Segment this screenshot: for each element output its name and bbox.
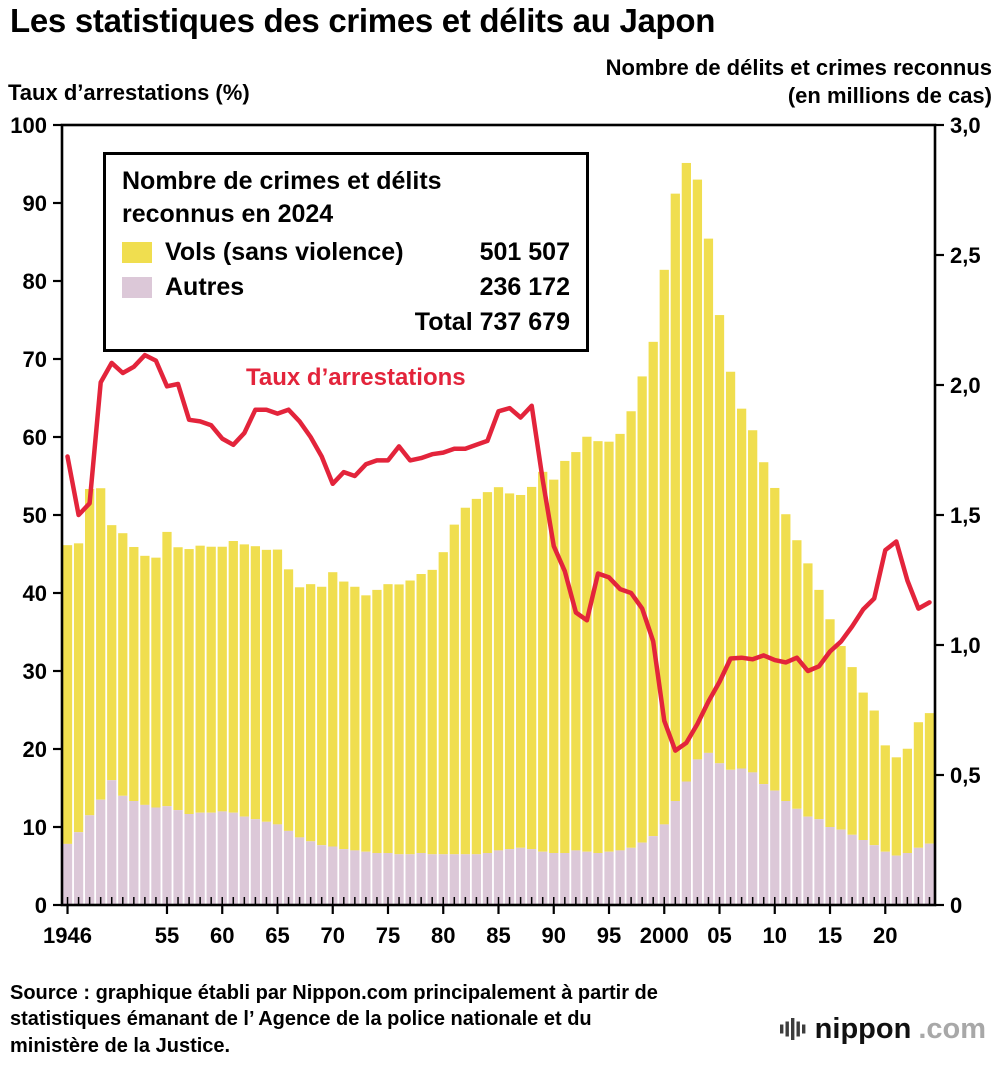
svg-text:60: 60 — [23, 425, 47, 450]
legend-label-vols: Vols (sans violence) — [165, 238, 404, 266]
legend-total-label: Total — [414, 308, 473, 336]
nippon-logo-bars-icon — [779, 1018, 806, 1040]
right-axis-title: Nombre de délits et crimes reconnus (en … — [606, 54, 992, 110]
source-line-1: Source : graphique établi par Nippon.com… — [10, 982, 658, 1004]
svg-text:90: 90 — [542, 923, 566, 948]
legend-title-line2: reconnus en 2024 — [122, 199, 334, 228]
svg-text:20: 20 — [23, 737, 47, 762]
svg-text:1946: 1946 — [43, 923, 92, 948]
nippon-logo: nippon .com — [778, 1014, 986, 1044]
svg-text:60: 60 — [210, 923, 234, 948]
svg-text:1,0: 1,0 — [950, 633, 981, 658]
svg-text:55: 55 — [155, 923, 179, 948]
autres-color-swatch — [122, 277, 152, 298]
logo-text-main: nippon — [814, 1012, 912, 1045]
svg-text:05: 05 — [707, 923, 731, 948]
legend-value-autres: 236 172 — [479, 273, 570, 301]
svg-text:0,5: 0,5 — [950, 763, 981, 788]
svg-text:10: 10 — [23, 815, 47, 840]
svg-text:3,0: 3,0 — [950, 115, 981, 138]
svg-text:2,5: 2,5 — [950, 243, 981, 268]
svg-text:85: 85 — [486, 923, 510, 948]
svg-text:50: 50 — [23, 503, 47, 528]
svg-text:10: 10 — [763, 923, 787, 948]
left-axis-title: Taux d’arrestations (%) — [8, 80, 250, 105]
svg-text:20: 20 — [873, 923, 897, 948]
legend-total-value: 737 679 — [479, 308, 570, 336]
legend-label-autres: Autres — [165, 273, 245, 301]
svg-text:75: 75 — [376, 923, 400, 948]
svg-text:80: 80 — [23, 269, 47, 294]
svg-text:15: 15 — [818, 923, 842, 948]
svg-text:100: 100 — [10, 115, 47, 138]
source-line-2: statistiques émanant de l’ Agence de la … — [10, 1008, 592, 1031]
legend-total: Total 737 679 — [122, 308, 570, 337]
legend-value-vols: 501 507 — [479, 238, 570, 266]
svg-text:30: 30 — [23, 659, 47, 684]
svg-text:0: 0 — [35, 893, 47, 918]
svg-text:65: 65 — [265, 923, 289, 948]
legend-row-autres: Autres 236 172 — [122, 273, 570, 302]
svg-text:80: 80 — [431, 923, 455, 948]
svg-text:1,5: 1,5 — [950, 503, 981, 528]
legend-title-line1: Nombre de crimes et délits — [122, 167, 442, 195]
vols-color-swatch — [122, 242, 152, 263]
right-axis-title-line2: (en millions de cas) — [787, 83, 992, 109]
svg-text:0: 0 — [950, 893, 962, 918]
svg-text:95: 95 — [597, 923, 621, 948]
chart-canvas: 10090807060504030201003,02,52,01,51,00,5… — [10, 115, 981, 948]
svg-text:70: 70 — [23, 347, 47, 372]
chart-legend: Nombre de crimes et délits reconnus en 2… — [103, 152, 589, 352]
svg-text:40: 40 — [23, 581, 47, 606]
logo-text-suffix: .com — [918, 1012, 986, 1045]
svg-text:2,0: 2,0 — [950, 373, 981, 398]
svg-text:2000: 2000 — [640, 923, 689, 948]
page-title: Les statistiques des crimes et délits au… — [10, 2, 716, 39]
svg-text:70: 70 — [320, 923, 344, 948]
legend-title: Nombre de crimes et délits reconnus en 2… — [122, 165, 570, 230]
svg-text:90: 90 — [23, 191, 47, 216]
legend-row-vols: Vols (sans violence) 501 507 — [122, 238, 570, 267]
right-axis-title-line1: Nombre de délits et crimes reconnus — [605, 55, 992, 80]
source-line-3: ministère de la Justice. — [10, 1034, 231, 1057]
arrest-rate-line-label: Taux d’arrestations — [246, 364, 466, 391]
source-note: Source : graphique établi par Nippon.com… — [10, 980, 658, 1059]
